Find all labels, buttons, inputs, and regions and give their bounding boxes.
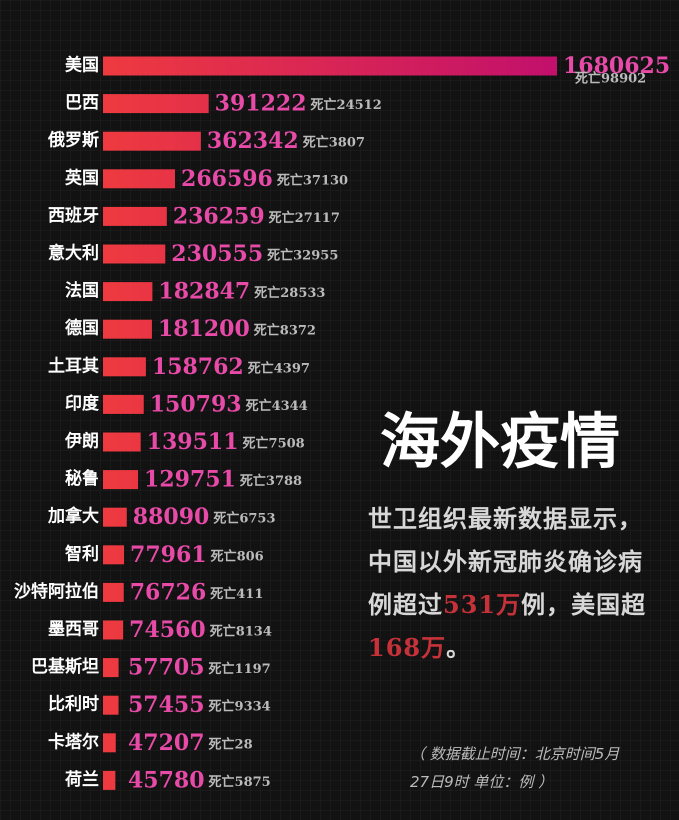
category-label: 美国 bbox=[65, 55, 99, 76]
value-label: 391222 bbox=[215, 91, 307, 117]
category-label: 英国 bbox=[65, 167, 99, 188]
bar bbox=[103, 169, 176, 189]
bar bbox=[103, 620, 124, 640]
category-label: 卡塔尔 bbox=[48, 731, 99, 752]
value-label: 181200 bbox=[158, 316, 250, 342]
death-label: 死亡4397 bbox=[248, 360, 310, 376]
value-label: 139511 bbox=[147, 429, 239, 455]
death-label: 死亡27117 bbox=[269, 210, 340, 226]
death-label: 死亡9334 bbox=[209, 699, 271, 715]
category-label: 荷兰 bbox=[65, 769, 99, 790]
value-label: 1680625 bbox=[563, 53, 670, 79]
death-label: 死亡3788 bbox=[240, 473, 302, 489]
death-label: 死亡411 bbox=[210, 586, 263, 602]
death-label: 死亡37130 bbox=[277, 172, 348, 188]
bar bbox=[103, 733, 116, 753]
bar bbox=[103, 319, 152, 339]
category-label: 伊朗 bbox=[64, 431, 99, 452]
death-label: 死亡7508 bbox=[243, 436, 305, 452]
category-label: 法国 bbox=[65, 280, 99, 301]
chart-title: 海外疫情 bbox=[380, 408, 620, 478]
value-label: 47207 bbox=[128, 730, 205, 756]
summary-text: 531万 bbox=[443, 590, 522, 619]
category-label: 意大利 bbox=[48, 243, 99, 264]
bar bbox=[103, 582, 124, 602]
value-label: 129751 bbox=[144, 467, 236, 493]
summary: 世卫组织最新数据显示，中国以外新冠肺炎确诊病例超过531万例，美国超 168万。 bbox=[368, 497, 653, 669]
death-label: 死亡3807 bbox=[303, 135, 365, 151]
death-label: 死亡1197 bbox=[209, 661, 271, 677]
category-label: 沙特阿拉伯 bbox=[14, 581, 99, 602]
bar bbox=[103, 94, 209, 114]
summary-text: 例，美国超 bbox=[521, 590, 647, 619]
category-label: 智利 bbox=[65, 543, 99, 564]
death-label: 死亡8134 bbox=[210, 624, 272, 640]
category-label: 德国 bbox=[65, 318, 99, 339]
bar bbox=[103, 206, 167, 226]
category-label: 西班牙 bbox=[48, 206, 99, 226]
category-label: 巴基斯坦 bbox=[31, 656, 99, 677]
bar bbox=[103, 394, 144, 414]
death-label: 死亡24512 bbox=[311, 97, 382, 113]
category-label: 印度 bbox=[65, 393, 100, 414]
death-label: 死亡8372 bbox=[254, 323, 316, 339]
category-label: 巴西 bbox=[65, 93, 99, 113]
bar bbox=[103, 770, 116, 790]
bar bbox=[103, 545, 125, 565]
death-label: 死亡28533 bbox=[254, 285, 325, 301]
summary-text: 。 bbox=[446, 633, 472, 662]
bar bbox=[103, 357, 146, 377]
bar bbox=[103, 507, 127, 527]
bar bbox=[103, 244, 166, 264]
bar bbox=[103, 695, 119, 715]
bar bbox=[103, 56, 557, 76]
note: （ 数据截止时间：北京时间5月27日9时 单位：例 ） bbox=[410, 745, 620, 791]
value-label: 150793 bbox=[150, 391, 242, 417]
death-label: 死亡5875 bbox=[209, 774, 271, 790]
category-label: 俄罗斯 bbox=[47, 130, 99, 151]
category-label: 比利时 bbox=[48, 694, 99, 715]
category-label: 加拿大 bbox=[47, 506, 99, 527]
bar bbox=[103, 658, 119, 678]
value-label: 76726 bbox=[130, 579, 207, 605]
death-label: 死亡98902 bbox=[575, 71, 646, 87]
summary-text: 168万 bbox=[368, 633, 447, 662]
value-label: 182847 bbox=[158, 279, 250, 305]
death-label: 死亡806 bbox=[211, 548, 264, 564]
value-label: 230555 bbox=[171, 241, 263, 267]
category-label: 土耳其 bbox=[48, 355, 99, 376]
bar bbox=[103, 131, 201, 151]
value-label: 266596 bbox=[181, 166, 273, 192]
bar bbox=[103, 470, 139, 490]
category-label: 秘鲁 bbox=[65, 468, 99, 489]
value-label: 45780 bbox=[128, 767, 205, 793]
value-label: 57455 bbox=[128, 692, 205, 718]
death-label: 死亡32955 bbox=[267, 248, 338, 264]
value-label: 236259 bbox=[173, 203, 265, 229]
value-label: 88090 bbox=[133, 504, 210, 530]
death-label: 死亡28 bbox=[209, 736, 253, 752]
value-label: 77961 bbox=[130, 542, 207, 568]
value-label: 57705 bbox=[128, 655, 205, 681]
category-label: 墨西哥 bbox=[48, 620, 99, 640]
value-label: 362342 bbox=[207, 128, 299, 154]
death-label: 死亡6753 bbox=[213, 511, 275, 527]
value-label: 74560 bbox=[129, 617, 206, 643]
death-label: 死亡4344 bbox=[246, 398, 308, 414]
value-label: 158762 bbox=[152, 354, 244, 380]
bar bbox=[103, 282, 153, 302]
bar bbox=[103, 432, 141, 452]
summary-text: 世卫组织最新数据显示，中国以外新冠肺炎确诊病例超过 bbox=[368, 504, 643, 619]
